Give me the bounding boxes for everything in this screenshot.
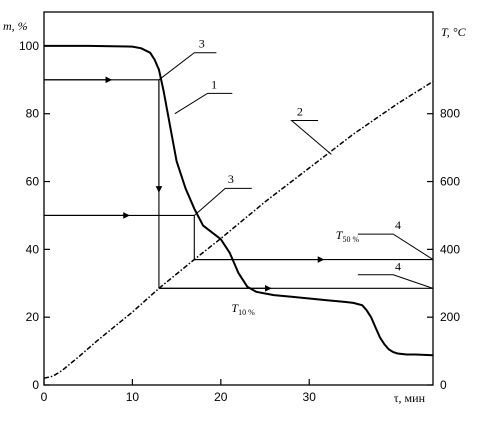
y-right-axis-title: T, °C: [441, 25, 467, 39]
label-3b: 3: [228, 172, 234, 186]
x-axis-ticks: 0 10 20 30: [41, 379, 317, 404]
y-left-axis-ticks: 0 20 40 60 80 100: [19, 39, 50, 392]
y-left-tick-label: 60: [26, 175, 40, 189]
leader-4a: [357, 233, 434, 260]
x-tick-label: 0: [41, 390, 48, 404]
x-axis-title: τ, мин: [394, 391, 426, 405]
label-3a: 3: [199, 37, 205, 51]
y-left-axis-title: m, %: [3, 19, 28, 33]
y-right-tick-label: 0: [440, 378, 447, 392]
label-T50: T50 %: [336, 228, 360, 244]
y-left-tick-label: 20: [26, 310, 40, 324]
series-1-line: [44, 44, 434, 357]
label-4b: 4: [395, 259, 401, 273]
leader-1: [174, 92, 233, 115]
y-right-tick-label: 400: [440, 242, 460, 256]
plot-frame: [43, 11, 434, 386]
leader-3b: [193, 187, 252, 216]
y-right-axis-ticks: 0 200 400 600 800: [427, 107, 460, 392]
label-T10: T10 %: [231, 301, 255, 317]
leader-3a: [158, 52, 217, 81]
y-left-tick-label: 0: [32, 378, 39, 392]
y-left-tick-label: 80: [26, 107, 40, 121]
leader-4b: [357, 274, 434, 289]
x-tick-label: 10: [126, 390, 140, 404]
x-tick-label: 30: [303, 390, 317, 404]
series-2-line: [43, 80, 434, 379]
y-left-tick-label: 100: [19, 39, 39, 53]
y-right-tick-label: 600: [440, 175, 460, 189]
label-1: 1: [211, 77, 217, 91]
x-tick-label: 20: [214, 390, 228, 404]
y-right-tick-label: 200: [440, 310, 460, 324]
y-right-tick-label: 800: [440, 107, 460, 121]
leader-2: [290, 120, 332, 155]
label-2: 2: [297, 104, 303, 118]
y-left-tick-label: 40: [26, 242, 40, 256]
annotations: 1 2 3 3 4 4 T50 % T10 %: [158, 37, 434, 317]
construction-lines: [44, 76, 433, 292]
label-4a: 4: [395, 218, 401, 232]
